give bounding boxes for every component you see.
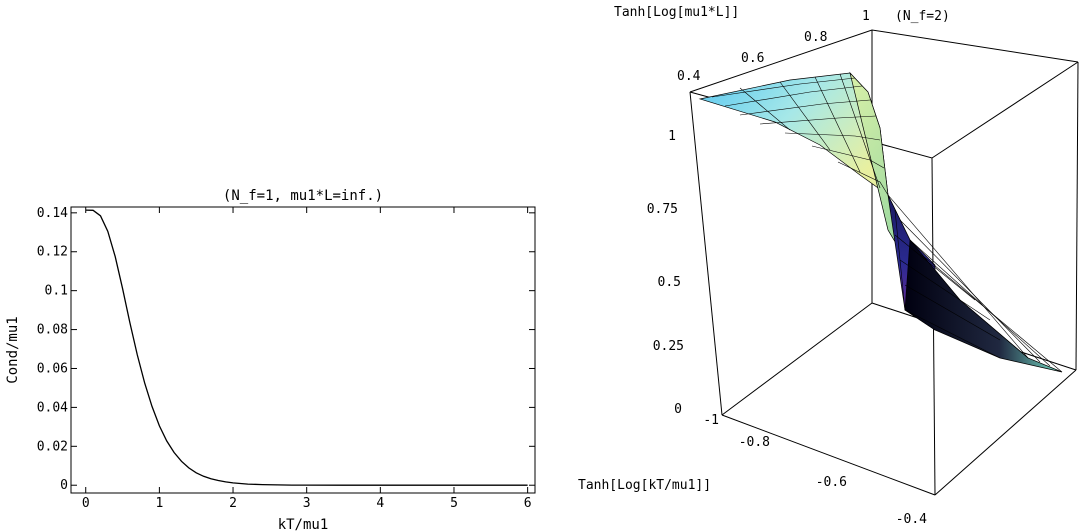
y-tick-label: 0.12 bbox=[37, 245, 68, 260]
x-axis-label: kT/mu1 bbox=[278, 517, 329, 531]
mesh-line bbox=[894, 234, 976, 301]
mesh-line bbox=[904, 284, 1001, 341]
mesh-line bbox=[899, 259, 991, 321]
plot-frame bbox=[70, 206, 536, 494]
mesh-line bbox=[759, 115, 877, 125]
z-tick-label: 0.5 bbox=[658, 275, 681, 290]
mesh-line bbox=[894, 209, 906, 311]
y-tick-label: 1 bbox=[862, 9, 870, 24]
mesh-line bbox=[921, 254, 1063, 373]
chart2-title: (N_f=2) bbox=[895, 9, 950, 24]
box-bottom-right bbox=[934, 369, 1077, 496]
y-tick-label: 0.02 bbox=[37, 439, 68, 454]
box-left-vertical bbox=[689, 91, 723, 416]
y-tick-label: 0.6 bbox=[741, 51, 764, 66]
y-tick-label: 0 bbox=[60, 478, 68, 493]
axis-ticks: 0 1 2 3 4 5 6 0 0.02 0.04 0.06 0.08 0.1 0.12 0.14 bbox=[37, 206, 535, 511]
series-line bbox=[85, 209, 528, 486]
x-tick-label: -0.8 bbox=[739, 435, 770, 450]
chart-title: (N_f=1, mu1*L=inf.) bbox=[223, 188, 383, 204]
y-tick-label: 0.08 bbox=[37, 323, 68, 338]
x-tick-label: 3 bbox=[303, 496, 311, 511]
z-tick-label: 0.75 bbox=[647, 202, 678, 217]
y-tick-label: 0.06 bbox=[37, 361, 68, 376]
x-tick-label: 2 bbox=[229, 496, 237, 511]
mesh-line bbox=[839, 73, 881, 189]
surface-tail bbox=[904, 239, 1063, 373]
y-tick-label: 0.4 bbox=[677, 69, 701, 84]
x-tick-label: -0.4 bbox=[896, 512, 927, 527]
box-bottom-back bbox=[721, 302, 873, 416]
mesh-line bbox=[739, 87, 791, 131]
x-tick-label: -1 bbox=[703, 413, 719, 428]
mesh-line bbox=[837, 161, 889, 196]
x-tick-label: 0 bbox=[82, 496, 90, 511]
y-tick-label: 0.1 bbox=[45, 284, 68, 299]
surface-mesh bbox=[711, 73, 1063, 373]
mesh-line bbox=[814, 76, 861, 173]
mesh-line bbox=[711, 77, 856, 98]
x-tick-label: 5 bbox=[450, 496, 458, 511]
mesh-line bbox=[784, 132, 881, 141]
z-tick-label: 0.25 bbox=[653, 339, 684, 354]
x-tick-label: 1 bbox=[155, 496, 163, 511]
y-axis-label: Cond/mu1 bbox=[5, 316, 21, 383]
z-tick-label: 1 bbox=[668, 129, 676, 144]
mesh-line bbox=[887, 194, 1029, 359]
y-tick-label: 0.14 bbox=[37, 206, 68, 221]
surface bbox=[698, 71, 1063, 373]
y-tick-label: 0.8 bbox=[804, 30, 827, 45]
y-tick-label: 0.04 bbox=[37, 400, 68, 415]
box-right-vertical bbox=[1075, 61, 1079, 371]
z-axis-label: Tanh[Log[mu1*L]] bbox=[614, 5, 739, 20]
x-axis-label: Tanh[Log[kT/mu1]] bbox=[578, 478, 711, 493]
mesh-line bbox=[899, 219, 1041, 363]
z-tick-label: 0 bbox=[674, 402, 682, 417]
mesh-line bbox=[904, 309, 1001, 359]
x-tick-label: 4 bbox=[376, 496, 384, 511]
x-tick-label: -0.6 bbox=[816, 475, 847, 490]
box-bottom-left bbox=[721, 414, 936, 496]
mesh-line bbox=[909, 239, 1051, 367]
x-tick-label: 6 bbox=[524, 496, 532, 511]
mesh-line bbox=[779, 81, 831, 151]
